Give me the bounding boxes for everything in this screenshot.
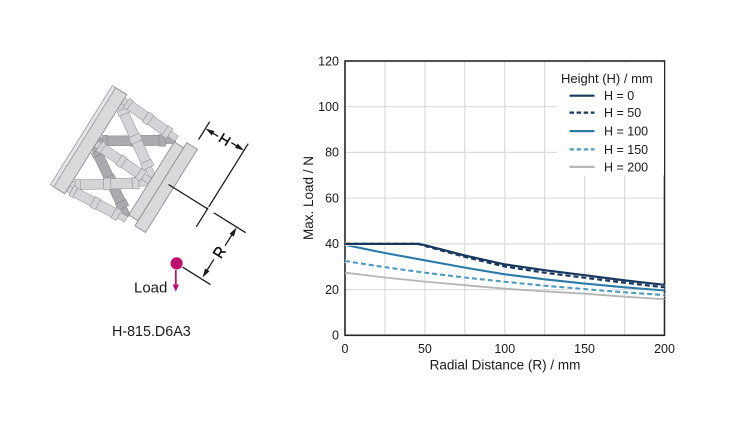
svg-text:150: 150: [574, 342, 595, 356]
svg-text:0: 0: [332, 329, 339, 343]
svg-text:Radial Distance (R) / mm: Radial Distance (R) / mm: [430, 358, 581, 373]
svg-text:H = 150: H = 150: [604, 143, 648, 157]
svg-text:100: 100: [318, 100, 339, 114]
svg-text:Max. Load / N: Max. Load / N: [301, 156, 316, 240]
svg-text:H-815.D6A3: H-815.D6A3: [112, 324, 191, 340]
svg-text:H = 100: H = 100: [604, 125, 648, 139]
svg-text:20: 20: [325, 283, 339, 297]
svg-text:200: 200: [654, 342, 675, 356]
svg-text:100: 100: [494, 342, 515, 356]
svg-text:0: 0: [342, 342, 349, 356]
svg-text:80: 80: [325, 146, 339, 160]
svg-text:Height (H) / mm: Height (H) / mm: [561, 71, 653, 86]
svg-text:60: 60: [325, 192, 339, 206]
svg-text:Load: Load: [134, 280, 167, 297]
svg-text:H = 200: H = 200: [604, 160, 648, 174]
svg-text:50: 50: [418, 342, 432, 356]
svg-text:H = 0: H = 0: [604, 89, 634, 103]
svg-text:120: 120: [318, 54, 339, 68]
svg-text:H = 50: H = 50: [604, 106, 641, 120]
svg-text:40: 40: [325, 237, 339, 251]
